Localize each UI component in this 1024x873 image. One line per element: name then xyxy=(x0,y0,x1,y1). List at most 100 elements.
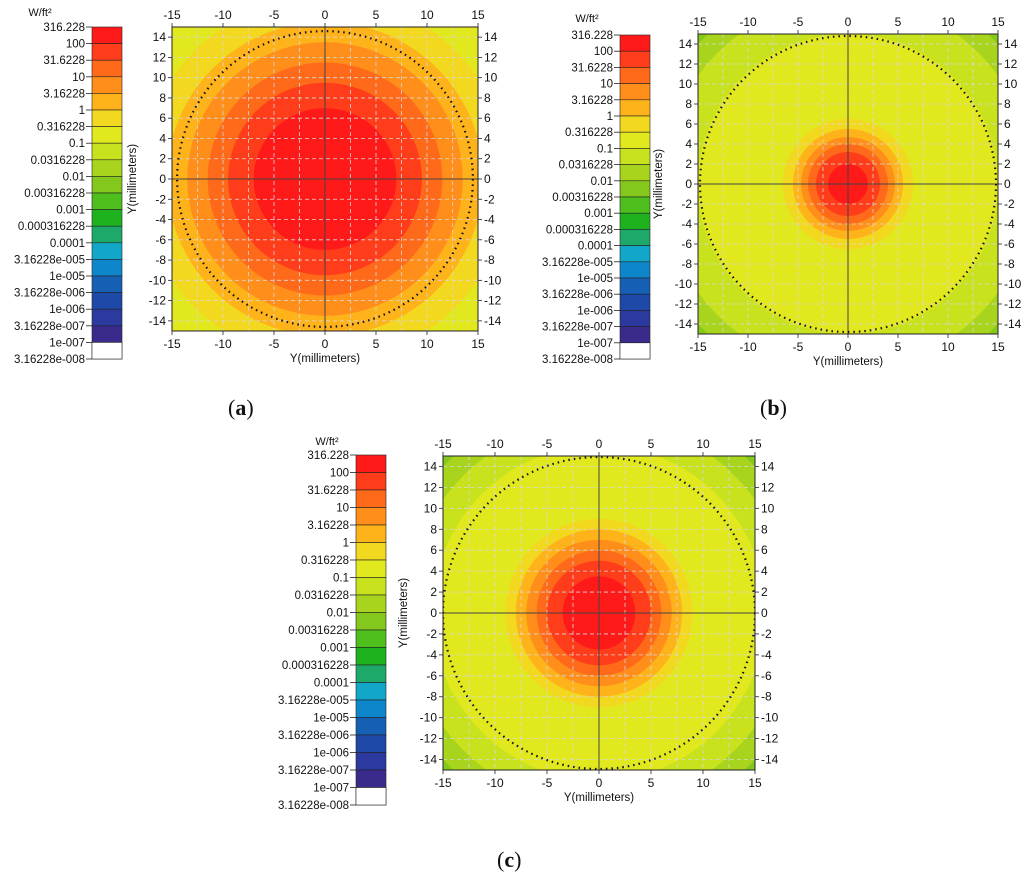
y-tick-label-right: 4 xyxy=(484,131,491,145)
y-tick-label-right: -8 xyxy=(1004,257,1015,271)
x-tick-label-top: -10 xyxy=(486,437,504,451)
legend-level-label: 0.316228 xyxy=(565,127,613,139)
y-tick-label-left: -14 xyxy=(149,314,167,328)
legend-level-label: 0.00316228 xyxy=(552,192,613,204)
legend-swatch xyxy=(619,83,651,101)
legend-swatch xyxy=(619,50,651,68)
legend-swatch xyxy=(91,342,123,360)
x-tick-label-top: 10 xyxy=(696,437,710,451)
legend-level-label: 1 xyxy=(79,105,85,117)
legend-swatch xyxy=(619,34,651,52)
y-tick-label-left: -6 xyxy=(155,233,166,247)
legend-level-label: 3.16228e-005 xyxy=(14,254,85,266)
legend-level-label: 3.16228e-007 xyxy=(278,765,349,777)
y-tick-label-left: 10 xyxy=(424,501,438,515)
y-tick-label-right: 0 xyxy=(761,606,768,620)
y-tick-label-left: 12 xyxy=(153,50,167,64)
legend-level-label: 316.228 xyxy=(307,450,349,462)
y-tick-label-right: 12 xyxy=(1004,57,1018,71)
legend-unit-label: W/ft² xyxy=(28,7,52,19)
y-tick-label-left: 6 xyxy=(430,543,437,557)
legend-level-label: 3.16228e-008 xyxy=(542,354,613,366)
y-tick-label-left: 6 xyxy=(685,117,692,131)
x-tick-label-bottom: 0 xyxy=(845,340,852,354)
x-tick-label-top: 5 xyxy=(373,8,380,22)
x-tick-label-bottom: 0 xyxy=(596,776,603,790)
panel-a: W/ft²316.22810031.6228103.1622810.316228… xyxy=(14,7,502,366)
colorbar-legend: W/ft² 316.228 100 31.6228 10 3.16228 1 0.316228… xyxy=(542,13,651,366)
legend-level-label: 10 xyxy=(72,72,85,84)
y-tick-label-left: 0 xyxy=(685,177,692,191)
colorbar-legend: W/ft² 316.228 100 31.6228 10 3.16228 1 0.316228… xyxy=(278,436,387,812)
y-tick-label-left: -2 xyxy=(426,627,437,641)
panel-label-c: (c) xyxy=(497,847,522,872)
y-tick-label-right: -14 xyxy=(484,314,502,328)
legend-level-label: 1e-006 xyxy=(49,304,85,316)
legend-swatch xyxy=(91,292,123,310)
y-tick-label-right: 6 xyxy=(1004,117,1011,131)
legend-level-label: 0.01 xyxy=(63,171,85,183)
legend-level-label: 3.16228 xyxy=(571,95,613,107)
x-tick-label-bottom: 15 xyxy=(748,776,762,790)
x-tick-label-bottom: 10 xyxy=(696,776,710,790)
legend-level-label: 3.16228e-006 xyxy=(14,288,85,300)
x-tick-label-top: -15 xyxy=(163,8,181,22)
y-tick-label-right: 8 xyxy=(484,91,491,105)
x-tick-label-bottom: -10 xyxy=(214,337,232,351)
legend-swatch xyxy=(619,326,651,344)
x-tick-label-top: -10 xyxy=(214,8,232,22)
legend-level-label: 1e-006 xyxy=(313,748,349,760)
y-tick-label-left: -4 xyxy=(426,648,437,662)
y-tick-label-right: -2 xyxy=(761,627,772,641)
legend-level-label: 1 xyxy=(607,111,613,123)
legend-level-label: 1e-005 xyxy=(49,271,85,283)
y-tick-label-left: -12 xyxy=(420,732,438,746)
y-tick-label-right: 10 xyxy=(1004,77,1018,91)
legend-level-label: 1e-007 xyxy=(313,783,349,795)
y-tick-label-right: -2 xyxy=(1004,197,1015,211)
panel-b: W/ft²316.22810031.6228103.1622810.316228… xyxy=(542,13,1022,368)
x-tick-label-top: -5 xyxy=(793,15,804,29)
legend-level-label: 10 xyxy=(336,503,349,515)
y-tick-label-right: 6 xyxy=(484,111,491,125)
y-tick-label-left: 2 xyxy=(430,585,437,599)
y-tick-label-right: -10 xyxy=(484,273,502,287)
x-tick-label-top: -10 xyxy=(739,15,757,29)
legend-swatch xyxy=(619,310,651,327)
y-tick-label-right: -6 xyxy=(761,669,772,683)
y-axis-label: Y(millimeters) xyxy=(653,149,665,219)
legend-level-label: 1 xyxy=(343,538,349,550)
y-tick-label-left: 2 xyxy=(159,152,166,166)
legend-level-label: 0.1 xyxy=(597,143,613,155)
legend-swatch xyxy=(355,769,387,788)
y-tick-label-left: -4 xyxy=(681,217,692,231)
legend-level-label: 0.000316228 xyxy=(546,224,613,236)
y-tick-label-left: -10 xyxy=(675,277,693,291)
legend-swatch xyxy=(619,196,651,214)
legend-swatch xyxy=(355,472,387,491)
y-tick-label-left: 0 xyxy=(159,172,166,186)
legend-swatch xyxy=(619,212,651,230)
x-tick-label-bottom: 5 xyxy=(648,776,655,790)
panel-c: W/ft²316.22810031.6228103.1622810.316228… xyxy=(278,436,779,812)
contour-plot: -15 -15 -10 -10 -5 -5 0 0 5 5 10 10 15 15 14 14 12 12 10 10… xyxy=(398,437,779,804)
legend-swatch xyxy=(355,699,387,718)
y-tick-label-left: 0 xyxy=(430,606,437,620)
y-tick-label-right: -2 xyxy=(484,192,495,206)
legend-swatch xyxy=(91,43,123,61)
legend-level-label: 10 xyxy=(600,79,613,91)
y-tick-label-left: -8 xyxy=(681,257,692,271)
detector-boundary-circle xyxy=(698,34,998,334)
y-tick-label-left: -6 xyxy=(681,237,692,251)
y-tick-label-right: -8 xyxy=(484,253,495,267)
colorbar-legend: W/ft² 316.228 100 31.6228 10 3.16228 1 0.316228… xyxy=(14,7,123,366)
legend-level-label: 0.1 xyxy=(69,138,85,150)
y-tick-label-left: 14 xyxy=(153,30,167,44)
legend-swatch xyxy=(619,148,651,165)
legend-swatch xyxy=(355,489,387,508)
legend-swatch xyxy=(91,109,123,127)
x-tick-label-top: 10 xyxy=(941,15,955,29)
y-tick-label-right: 12 xyxy=(761,480,775,494)
y-tick-label-right: 12 xyxy=(484,50,498,64)
y-tick-label-right: -12 xyxy=(1004,297,1022,311)
